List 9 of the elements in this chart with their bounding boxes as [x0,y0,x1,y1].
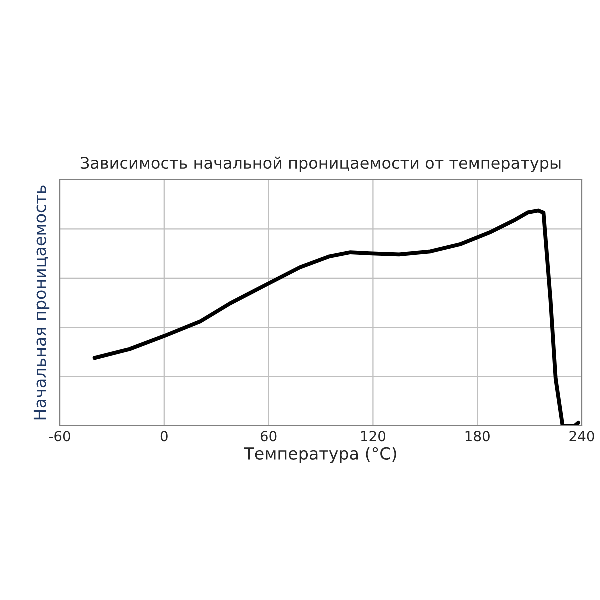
chart-title: Зависимость начальной проницаемости от температуры [80,156,561,172]
x-tick-label: 60 [260,431,277,442]
x-axis-title: Температура (°C) [244,447,396,464]
x-tick-label: -60 [49,431,70,442]
x-tick-label: 180 [466,431,490,442]
y-axis-title: Начальная проницаемость [34,186,50,420]
x-tick-label: 120 [361,431,386,442]
x-tick-label: 240 [570,431,594,442]
x-tick-label: 0 [160,431,168,442]
